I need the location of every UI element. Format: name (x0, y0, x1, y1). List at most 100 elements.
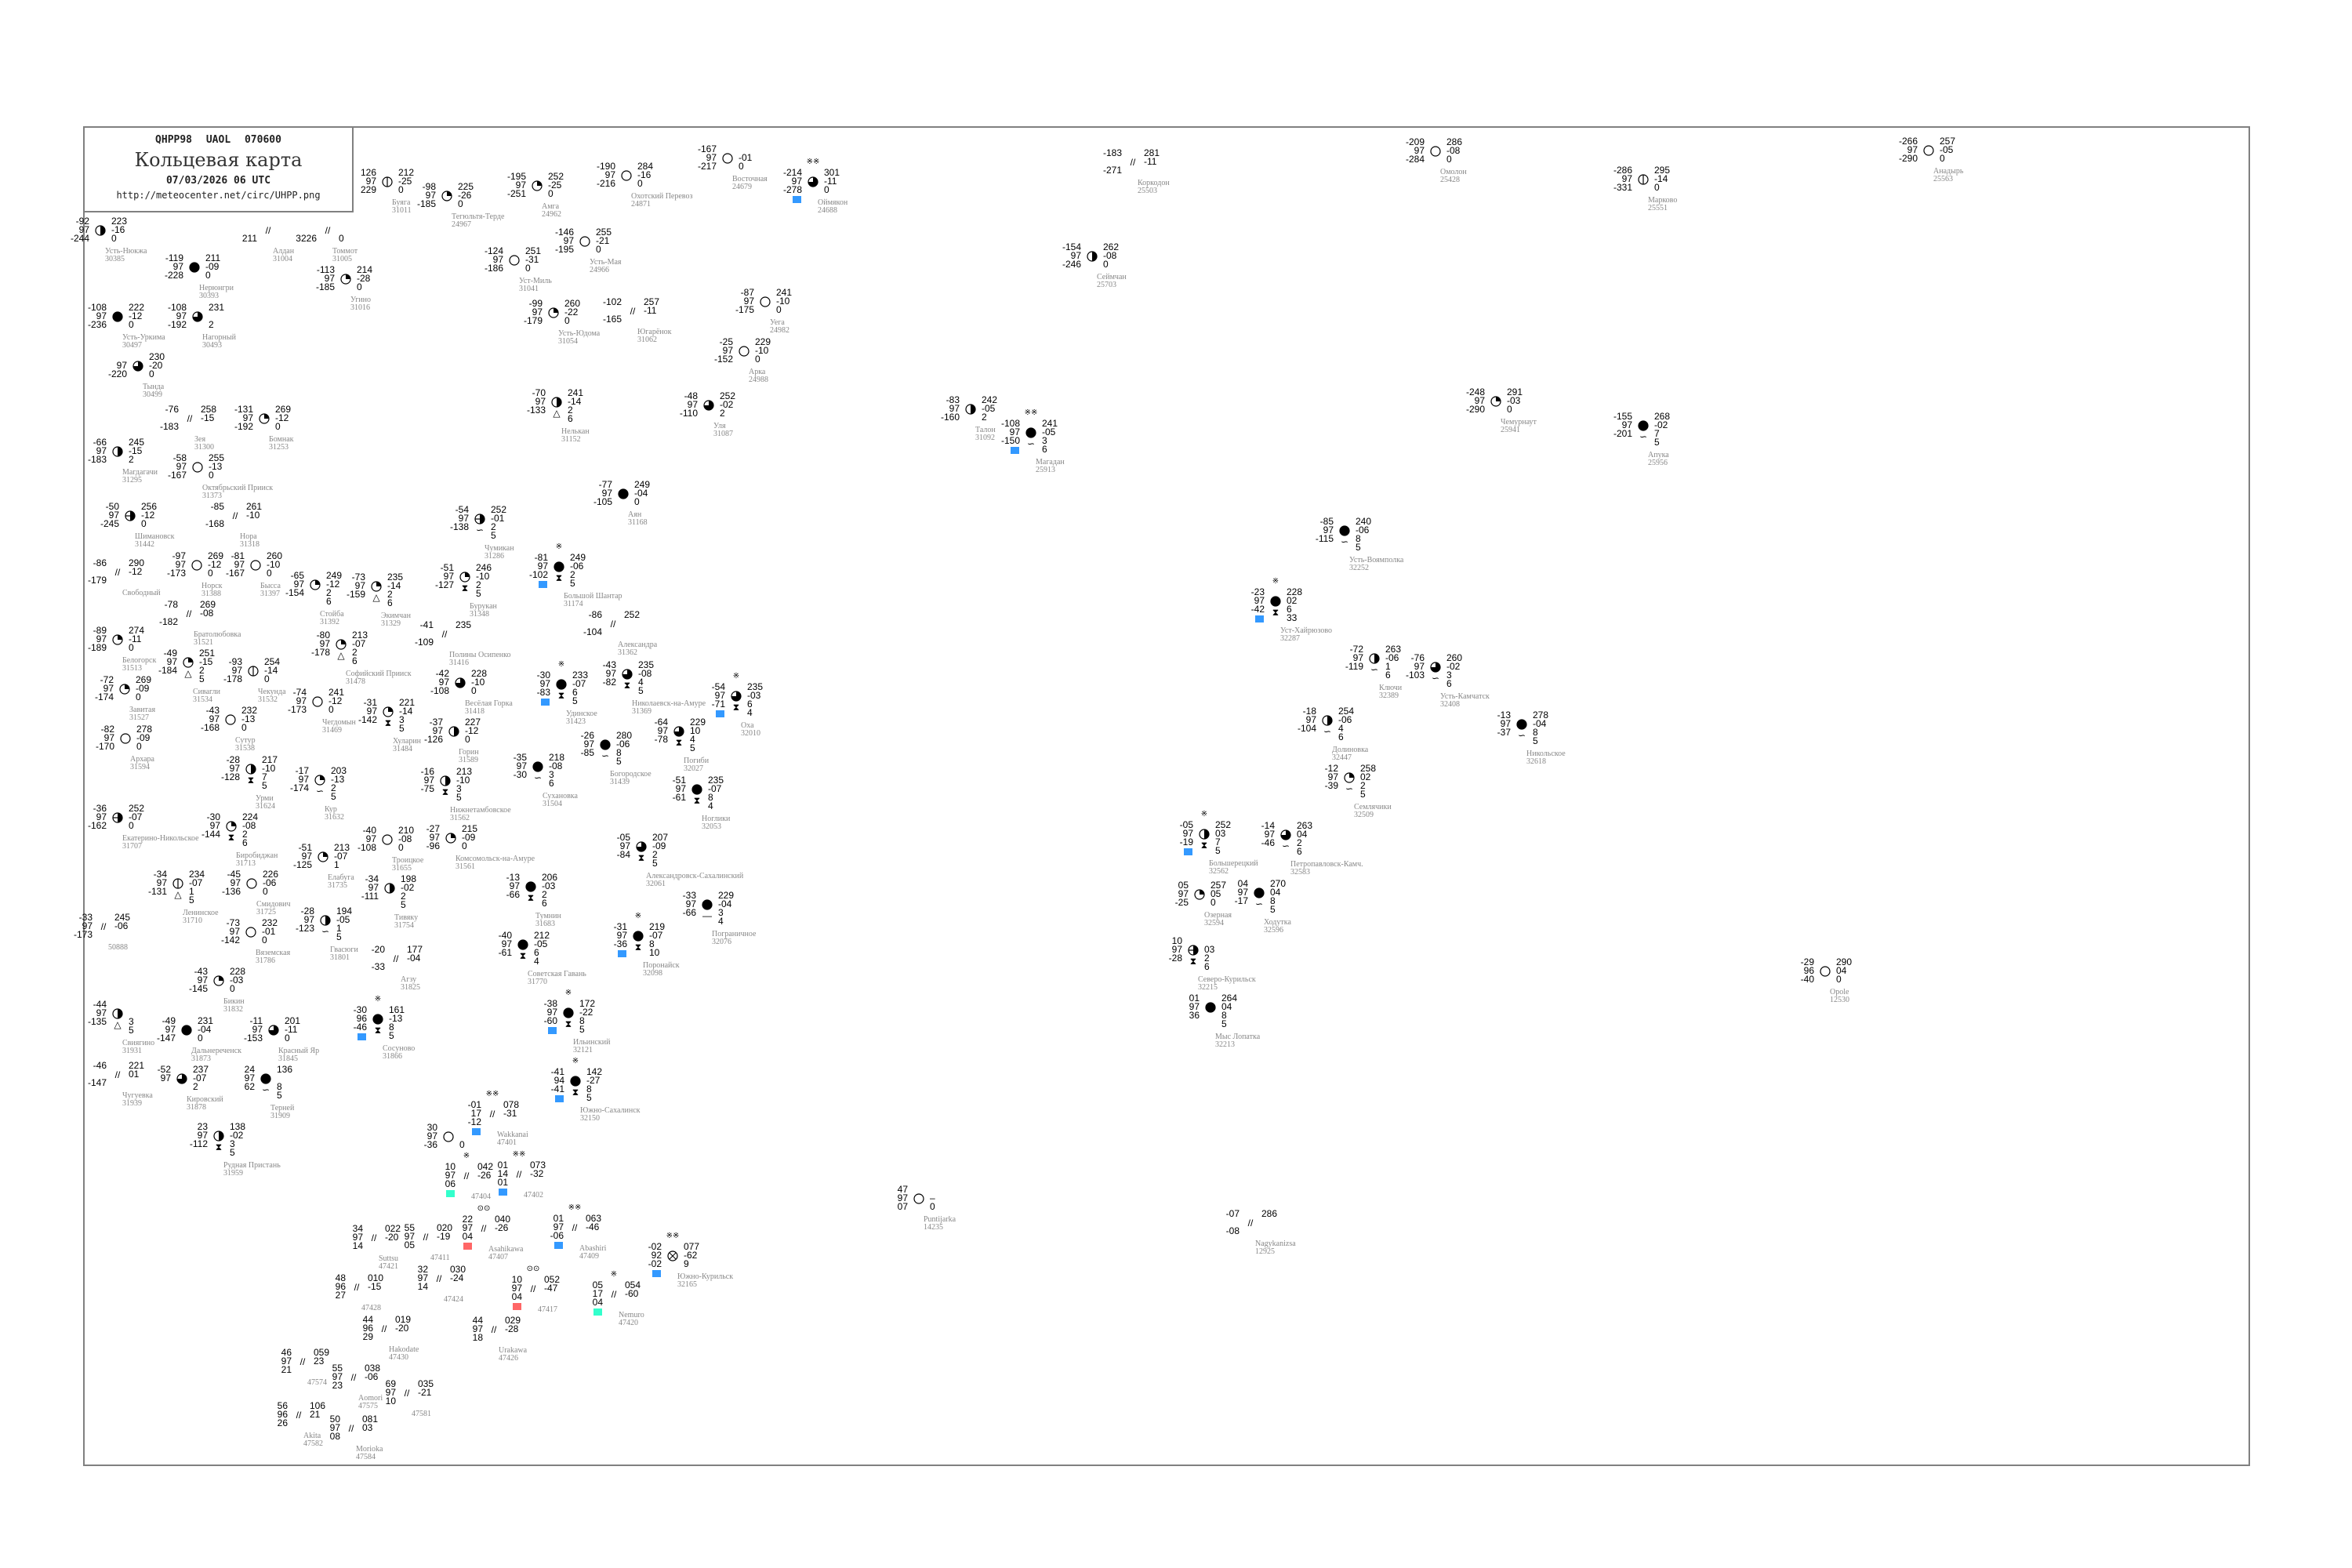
right-values: 214 -28 0 (357, 265, 372, 292)
pressure: 256 (141, 501, 158, 512)
pressure: 235 (387, 572, 404, 583)
cloud-cover-full-icon (181, 1025, 192, 1036)
pressure: 230 (149, 351, 165, 362)
cloud-cover-quarter-icon (1490, 396, 1501, 407)
visibility-code: 97 (1500, 718, 1511, 729)
pressure-tendency (456, 630, 471, 638)
left-values: -209 97 -284 (1406, 137, 1425, 164)
pressure: 035 (418, 1378, 434, 1389)
station-name: Горин (459, 748, 479, 757)
cloud-cover-one-icon (1638, 174, 1649, 185)
cloud-cover-clear-icon (192, 462, 203, 473)
cloud-cover-quarter-icon (548, 307, 559, 318)
visibility-code: 97 (426, 1131, 437, 1142)
station-name: Большерецкий (1209, 859, 1258, 868)
left-values: -34 97 -111 (361, 873, 379, 901)
temperature: -33 (78, 912, 93, 923)
pressure-tendency: 10 (690, 725, 701, 736)
temperature: -27 (426, 823, 440, 834)
right-values: 254 -06 4 6 (1338, 706, 1354, 742)
cloud-value (503, 1118, 519, 1127)
wave-icon: ∽ (1639, 431, 1648, 442)
pressure-tendency: -01 (491, 513, 505, 524)
dew-point: -105 (593, 496, 612, 507)
right-values: 215 -09 0 (462, 824, 477, 851)
right-values: 237 -07 2 (193, 1065, 209, 1091)
station-index: 31909 (270, 1112, 290, 1120)
right-values: 232 -13 0 (241, 706, 257, 732)
temperature: -34 (365, 873, 379, 884)
cloud-cover-half-icon (1087, 251, 1098, 262)
dew-point: -228 (164, 270, 183, 281)
visibility-code: 97 (1264, 829, 1275, 840)
pressure-tendency: -10 (471, 677, 485, 688)
visibility-code: 97 (103, 683, 114, 694)
right-values: 217 -10 7 5 (262, 755, 278, 790)
snow-heavy-icon: ※※ (666, 1232, 680, 1240)
pressure: 251 (199, 648, 216, 659)
left-values: 55 97 05 (405, 1223, 415, 1250)
left-values: -54 97 -71 (711, 681, 725, 709)
left-values: 30 97 -36 (424, 1123, 437, 1149)
dew-point: -147 (87, 1077, 107, 1088)
temperature: 01 (497, 1160, 508, 1171)
left-values: -77 97 -105 (593, 480, 612, 507)
dew-point: -245 (100, 518, 119, 529)
visibility-code: 94 (554, 1075, 564, 1086)
left-values: -51 97 -127 (435, 563, 454, 590)
right-values: 252 -25 0 (548, 172, 564, 198)
visibility-code: 96 (277, 1409, 288, 1420)
cloud-cover-cross-icon (1188, 945, 1199, 956)
precip-blue-marker (539, 581, 547, 588)
station-label: Югарёнок 31062 (637, 328, 671, 344)
right-values: 177 -04 (407, 944, 423, 971)
dew-point: 3226 (296, 233, 317, 244)
missing-cover-icon: // (265, 225, 271, 236)
visibility-code: 96 (1803, 965, 1814, 976)
missing-cover-icon: // (630, 306, 636, 317)
visibility-code: 97 (1254, 595, 1265, 606)
cloud-value: 2 (209, 319, 214, 330)
station-label: Хуларин 31484 (393, 738, 421, 753)
dew-point: -152 (713, 354, 733, 365)
temperature: -131 (234, 404, 253, 415)
triangle-icon: △ (184, 668, 192, 679)
station-label: Nagykanizsa 12925 (1255, 1240, 1296, 1256)
cloud-extra: 5 (690, 742, 695, 753)
station-label: Усть-Воямполка 32252 (1349, 557, 1403, 572)
right-values: 235 (456, 620, 471, 647)
right-values: 035 -21 (418, 1378, 434, 1406)
pressure-tendency: -11 (1144, 156, 1157, 167)
left-values: -108 97 -192 (168, 303, 187, 329)
cloud-value: 0 (564, 315, 570, 326)
cloud-extra: 6 (387, 597, 393, 608)
station-label: Свиягино 31931 (122, 1040, 154, 1055)
left-values: 46 97 21 (281, 1348, 292, 1374)
missing-cover-icon: // (296, 1410, 302, 1421)
precip-blue-marker (793, 196, 801, 203)
dew-point: -83 (536, 687, 550, 698)
cloud-cover-half-icon (1199, 829, 1210, 840)
pressure: 295 (1654, 165, 1671, 176)
right-values: 019 -20 (395, 1315, 411, 1341)
station-index: 31825 (401, 983, 420, 992)
right-values: 218 -08 3 6 (549, 753, 564, 788)
pressure: 029 (505, 1315, 521, 1326)
pressure: 263 (1385, 644, 1402, 655)
station-name: Puntijarka (924, 1215, 956, 1224)
station-label: Aomori 47575 (358, 1395, 383, 1410)
left-values: -58 97 -167 (168, 453, 187, 480)
visibility-code: 97 (293, 579, 304, 590)
pressure-tendency: -01 (262, 926, 276, 937)
station-name: Талон (975, 426, 996, 434)
dew-point: 21 (281, 1364, 292, 1375)
temperature: -54 (711, 681, 725, 692)
pressure-tendency: -16 (637, 169, 652, 180)
hourglass-icon: ⧗ (461, 583, 469, 593)
pressure: 177 (407, 944, 423, 955)
visibility-code: 97 (365, 176, 376, 187)
cloud-value (624, 628, 640, 637)
station-label: Уля 31087 (713, 423, 733, 438)
station-name: Wakkanai (497, 1131, 528, 1139)
cloud-value (114, 931, 130, 939)
